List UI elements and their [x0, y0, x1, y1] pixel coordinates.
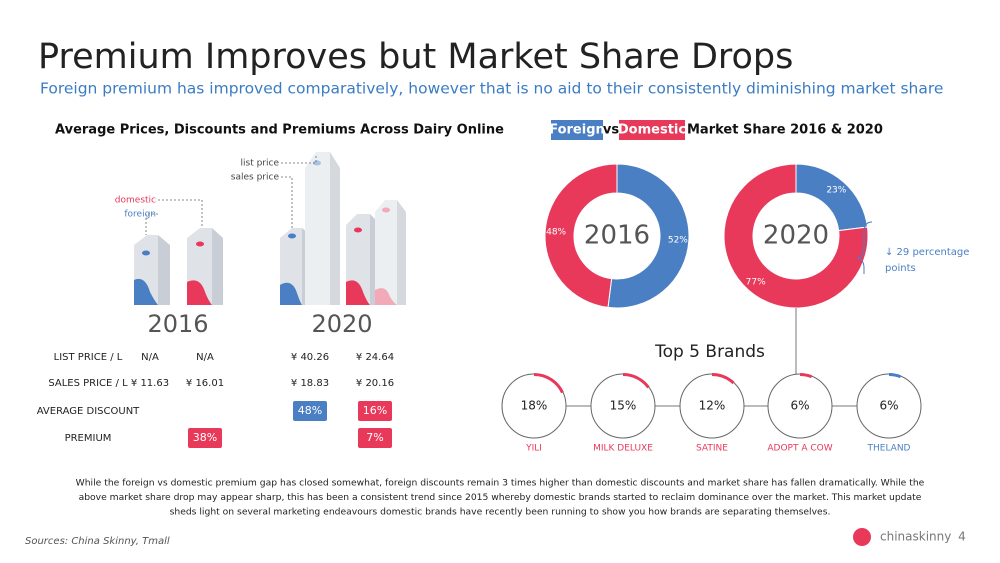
row-label: LIST PRICE / L — [54, 352, 123, 363]
cell: ¥ 40.26 — [291, 352, 329, 363]
brand-name: chinaskinny — [880, 530, 951, 544]
annotation: list price — [241, 159, 280, 169]
logo — [853, 528, 871, 546]
cell: 38% — [193, 431, 217, 444]
paragraph-line: above market share drop may appear sharp… — [79, 492, 922, 503]
badge — [293, 401, 327, 421]
annotation: sales price — [231, 173, 280, 183]
brands: 18% YILI 15% MILK DELUXE 12% SATINE 6% ADOPT A … — [501, 373, 922, 454]
highlight — [551, 120, 603, 140]
cell: ¥ 24.64 — [356, 352, 394, 363]
page-number: 4 — [958, 530, 966, 544]
brand-name: ADOPT A COW — [767, 444, 832, 454]
cell: ¥ 16.01 — [186, 378, 224, 389]
slice-label: 52% — [668, 235, 688, 245]
brand-arc — [800, 373, 813, 379]
sources: Sources: China Skinny, Tmall — [25, 536, 170, 547]
title: Premium Improves but Market Share Drops — [38, 37, 793, 77]
cell: ¥ 11.63 — [131, 378, 169, 389]
brand-name: MILK DELUXE — [593, 444, 653, 454]
cell: 7% — [366, 431, 383, 444]
brand-arc — [534, 373, 564, 394]
badge — [188, 428, 222, 448]
subtitle: Foreign premium has improved comparative… — [40, 80, 943, 98]
paragraph-line: sheds light on several marketing endeavo… — [170, 507, 831, 518]
price-table: LIST PRICE / L N/A N/A ¥ 40.26 ¥ 24.64 SALES … — [37, 352, 394, 448]
donut-slice — [607, 163, 690, 309]
share-title-part: vs — [603, 123, 619, 138]
slice-label: 23% — [826, 186, 846, 196]
row-label: PREMIUM — [65, 433, 112, 444]
cell: ¥ 20.16 — [356, 378, 394, 389]
bracket — [856, 221, 873, 274]
year-label: 2020 — [311, 310, 372, 338]
share-title-part: Foreign — [549, 123, 605, 138]
donut-slice — [723, 163, 869, 309]
cartons — [134, 152, 406, 305]
donut-center: 2020 — [763, 221, 829, 251]
section-title: Average Prices, Discounts and Premiums A… — [55, 123, 504, 138]
cell: 48% — [298, 404, 322, 417]
brand-value: 18% — [521, 399, 548, 413]
paragraph-line: While the foreign vs domestic premium ga… — [76, 478, 925, 489]
row-label: SALES PRICE / L — [48, 378, 128, 389]
cell: ¥ 18.83 — [291, 378, 329, 389]
donuts: 52% 48% 2016 23% 77% 2020 — [544, 163, 869, 309]
annotation: points — [885, 263, 916, 274]
brand-value: 6% — [790, 399, 809, 413]
brands-title: Top 5 Brands — [654, 342, 765, 362]
brand-arc — [889, 373, 902, 379]
donut-slice — [544, 163, 618, 308]
brand-name: THELAND — [867, 444, 911, 454]
badge — [358, 401, 392, 421]
cell: N/A — [141, 352, 159, 363]
donut-center: 2016 — [584, 221, 650, 251]
brand-arc — [623, 373, 650, 389]
cell: N/A — [196, 352, 214, 363]
brand-arc — [712, 373, 735, 385]
share-title-part: Market Share 2016 & 2020 — [687, 123, 883, 138]
annotation: foreign — [124, 210, 156, 220]
slice-label: 77% — [746, 277, 766, 287]
share-title-part: Domestic — [618, 123, 686, 138]
brand-value: 12% — [699, 399, 726, 413]
brand-value: 15% — [610, 399, 637, 413]
paragraph: While the foreign vs domestic premium ga… — [76, 478, 925, 518]
brand-name: YILI — [525, 444, 542, 454]
row-label: AVERAGE DISCOUNT — [37, 406, 140, 417]
annotation: ↓ 29 percentage — [885, 247, 969, 258]
brand-value: 6% — [879, 399, 898, 413]
badge — [358, 428, 392, 448]
annotation: domestic — [115, 196, 156, 206]
slice-label: 48% — [546, 228, 566, 238]
cell: 16% — [363, 404, 387, 417]
year-label: 2016 — [147, 310, 208, 338]
highlight — [619, 120, 685, 140]
brand-name: SATINE — [696, 444, 728, 454]
